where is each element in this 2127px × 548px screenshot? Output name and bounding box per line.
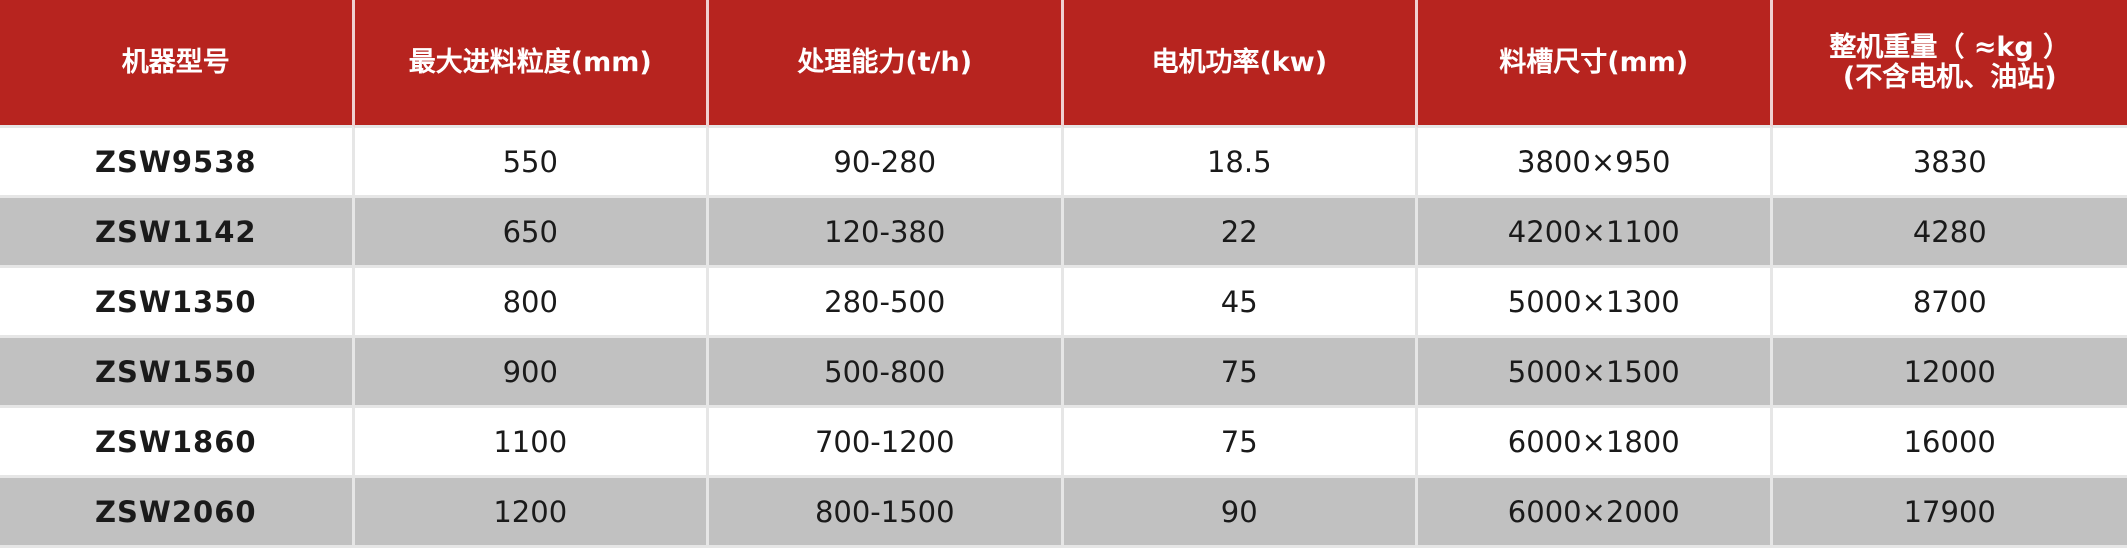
data-cell: 280-500 (709, 268, 1064, 338)
header-cell: 电机功率(kw) (1063, 0, 1418, 128)
header-cell: 整机重量（ ≈kg ） (不含电机、油站) (1772, 0, 2127, 128)
model-cell: ZSW1142 (0, 198, 355, 268)
data-cell: 500-800 (709, 338, 1064, 408)
data-cell: 18.5 (1063, 128, 1418, 198)
data-cell: 3800×950 (1418, 128, 1773, 198)
data-cell: 12000 (1772, 338, 2127, 408)
data-cell: 1100 (354, 408, 709, 478)
model-cell: ZSW1550 (0, 338, 355, 408)
data-cell: 5000×1500 (1418, 338, 1773, 408)
data-cell: 5000×1300 (1418, 268, 1773, 338)
model-cell: ZSW9538 (0, 128, 355, 198)
data-cell: 16000 (1772, 408, 2127, 478)
data-cell: 75 (1063, 408, 1418, 478)
header-cell: 机器型号 (0, 0, 355, 128)
data-cell: 3830 (1772, 128, 2127, 198)
header-cell: 最大进料粒度(mm) (354, 0, 709, 128)
model-cell: ZSW1860 (0, 408, 355, 478)
data-cell: 90-280 (709, 128, 1064, 198)
header-text: 整机重量（ ≈kg ） (1829, 31, 2071, 63)
data-cell: 4200×1100 (1418, 198, 1773, 268)
data-cell: 550 (354, 128, 709, 198)
data-cell: 4280 (1772, 198, 2127, 268)
data-cell: 17900 (1772, 478, 2127, 548)
data-cell: 1200 (354, 478, 709, 548)
data-cell: 6000×2000 (1418, 478, 1773, 548)
header-text: (不含电机、油站) (1842, 61, 2057, 93)
data-cell: 800 (354, 268, 709, 338)
header-cell: 处理能力(t/h) (709, 0, 1064, 128)
data-cell: 90 (1063, 478, 1418, 548)
data-cell: 800-1500 (709, 478, 1064, 548)
data-cell: 6000×1800 (1418, 408, 1773, 478)
model-cell: ZSW2060 (0, 478, 355, 548)
data-cell: 75 (1063, 338, 1418, 408)
data-cell: 8700 (1772, 268, 2127, 338)
data-cell: 650 (354, 198, 709, 268)
model-cell: ZSW1350 (0, 268, 355, 338)
data-cell: 22 (1063, 198, 1418, 268)
header-cell: 料槽尺寸(mm) (1418, 0, 1773, 128)
data-cell: 700-1200 (709, 408, 1064, 478)
data-cell: 120-380 (709, 198, 1064, 268)
data-cell: 900 (354, 338, 709, 408)
data-cell: 45 (1063, 268, 1418, 338)
